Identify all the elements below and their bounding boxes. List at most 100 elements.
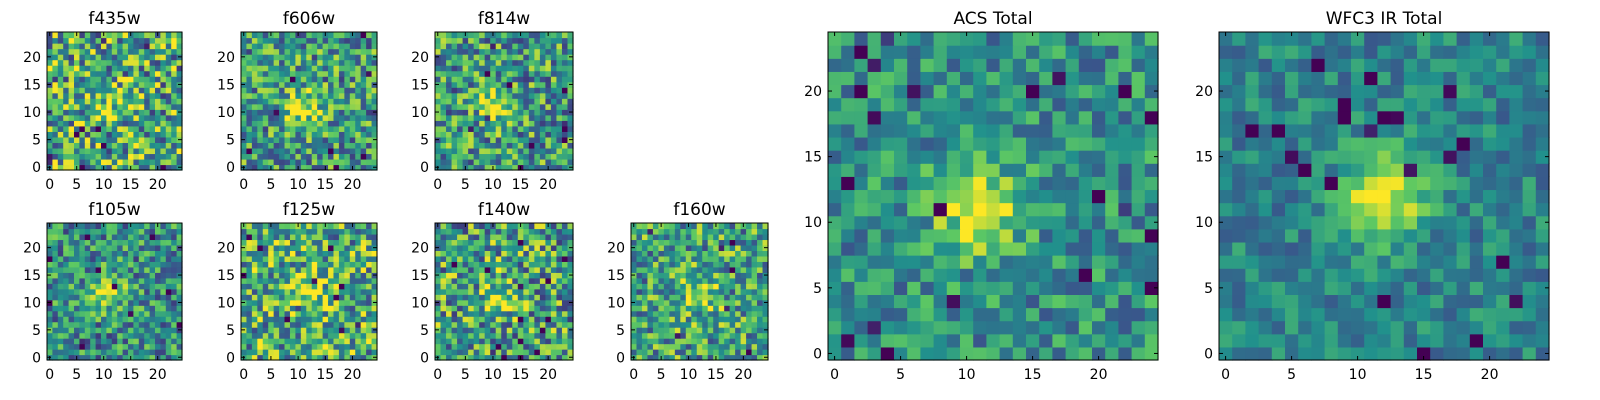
- heatmap-cell: [306, 81, 313, 88]
- heatmap-cell: [528, 294, 535, 301]
- heatmap-cell: [680, 332, 687, 339]
- heatmap-cell: [473, 338, 480, 345]
- heatmap-cell: [435, 103, 442, 110]
- heatmap-cell: [160, 65, 167, 72]
- heatmap-cell: [669, 233, 676, 241]
- heatmap-cell: [440, 59, 447, 66]
- heatmap-cell: [567, 316, 574, 323]
- heatmap-cell: [894, 346, 908, 361]
- heatmap-cell: [268, 288, 275, 295]
- heatmap-cell: [106, 109, 113, 116]
- heatmap-cell: [306, 305, 313, 312]
- heatmap-cell: [867, 255, 882, 269]
- heatmap-cell: [946, 320, 961, 335]
- heatmap-cell: [84, 294, 91, 301]
- heatmap-cell: [338, 76, 345, 83]
- heatmap-cell: [366, 316, 373, 323]
- heatmap-cell: [371, 233, 378, 241]
- heatmap-cell: [84, 228, 91, 235]
- heatmap-cell: [133, 164, 140, 171]
- heatmap-cell: [718, 349, 725, 356]
- heatmap-cell: [641, 338, 649, 345]
- heatmap-cell: [636, 233, 643, 241]
- heatmap-cell: [828, 346, 842, 361]
- heatmap-cell: [317, 349, 324, 356]
- heatmap-cell: [79, 343, 86, 350]
- heatmap-cell: [79, 294, 86, 301]
- heatmap-cell: [490, 65, 497, 72]
- heatmap-cell: [1105, 176, 1119, 191]
- heatmap-cell: [52, 59, 59, 66]
- heatmap-cell: [273, 239, 280, 246]
- heatmap-cell: [90, 294, 97, 301]
- heatmap-cell: [52, 147, 59, 155]
- heatmap-cell: [1026, 163, 1040, 177]
- heatmap-cell: [462, 65, 469, 72]
- heatmap-cell: [171, 103, 178, 110]
- heatmap-cell: [479, 354, 486, 361]
- heatmap-cell: [490, 250, 497, 257]
- heatmap-cell: [446, 120, 453, 127]
- heatmap-cell: [556, 239, 563, 246]
- heatmap-cell: [328, 266, 335, 273]
- heatmap-cell: [241, 283, 248, 290]
- heatmap-cell: [641, 233, 649, 241]
- heatmap-cell: [435, 37, 442, 44]
- heatmap-cell: [729, 244, 736, 251]
- heatmap-cell: [295, 233, 302, 241]
- heatmap-cell: [300, 288, 307, 295]
- heatmap-cell: [251, 299, 258, 306]
- heatmap-cell: [1144, 255, 1159, 269]
- heatmap-cell: [101, 81, 107, 88]
- heatmap-cell: [257, 37, 264, 44]
- heatmap-cell: [473, 120, 480, 127]
- heatmap-cell: [440, 37, 447, 44]
- heatmap-cell: [160, 103, 167, 110]
- heatmap-cell: [171, 76, 178, 83]
- heatmap-cell: [669, 261, 676, 268]
- heatmap-cell: [371, 48, 378, 55]
- heatmap-cell: [561, 109, 569, 116]
- heatmap-cell: [371, 65, 378, 72]
- heatmap-cell: [479, 76, 486, 83]
- heatmap-cell: [262, 147, 269, 155]
- heatmap-cell: [468, 294, 475, 301]
- heatmap-cell: [960, 333, 974, 348]
- heatmap-cell: [122, 228, 129, 235]
- heatmap-cell: [144, 32, 151, 39]
- heatmap-cell: [47, 255, 53, 262]
- heatmap-cell: [279, 305, 286, 312]
- heatmap-cell: [484, 288, 491, 295]
- heatmap-cell: [674, 244, 681, 251]
- heatmap-cell: [300, 338, 307, 345]
- heatmap-cell: [1105, 320, 1119, 335]
- heatmap-cell: [355, 65, 362, 72]
- heatmap-cell: [289, 70, 296, 77]
- heatmap-cell: [647, 233, 654, 241]
- heatmap-cell: [462, 233, 469, 241]
- heatmap-cell: [490, 87, 497, 94]
- heatmap-cell: [295, 125, 302, 132]
- heatmap-cell: [440, 349, 447, 356]
- heatmap-cell: [523, 81, 530, 88]
- heatmap-cell: [111, 125, 118, 132]
- heatmap-cell: [539, 349, 546, 356]
- heatmap-cell: [171, 59, 178, 66]
- heatmap-cell: [523, 37, 530, 44]
- heatmap-cell: [556, 349, 563, 356]
- heatmap-cell: [128, 65, 134, 72]
- heatmap-cell: [894, 150, 908, 164]
- heatmap-cell: [133, 299, 140, 306]
- heatmap-cell: [273, 255, 280, 262]
- heatmap-cell: [149, 54, 156, 61]
- heatmap-cell: [144, 349, 151, 356]
- heatmap-cell: [702, 305, 709, 312]
- heatmap-cell: [360, 338, 367, 345]
- heatmap-cell: [534, 349, 541, 356]
- heatmap-cell: [344, 327, 351, 334]
- x-tick-label: 20: [734, 367, 752, 383]
- heatmap-cell: [1065, 320, 1080, 335]
- heatmap-cell: [647, 266, 654, 273]
- heatmap-cell: [539, 338, 546, 345]
